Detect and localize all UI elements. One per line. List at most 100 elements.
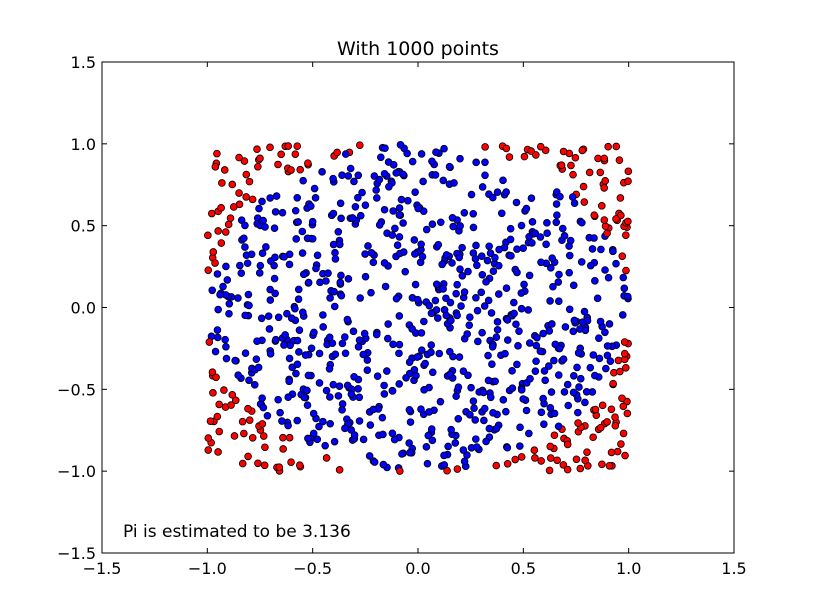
inside-point — [241, 311, 250, 320]
inside-point — [231, 356, 239, 365]
pi-estimate-annotation: Pi is estimated to be 3.136 — [123, 522, 351, 542]
inside-point — [293, 416, 302, 425]
inside-point — [519, 395, 528, 403]
outside-point — [621, 451, 629, 460]
inside-point — [395, 312, 404, 320]
y-tick-label: −1.0 — [57, 462, 96, 481]
inside-point — [540, 367, 549, 375]
outside-point — [208, 368, 217, 376]
inside-point — [467, 383, 475, 392]
inside-point — [285, 354, 294, 363]
inside-point — [309, 429, 318, 438]
outside-point — [279, 433, 287, 442]
inside-point — [375, 221, 384, 229]
inside-point — [590, 234, 598, 242]
inside-point — [265, 325, 274, 333]
outside-point — [600, 216, 609, 224]
inside-point — [411, 188, 419, 196]
inside-point — [363, 356, 372, 364]
inside-point — [299, 176, 307, 185]
outside-point — [258, 420, 267, 428]
inside-point — [337, 271, 345, 280]
outside-point — [204, 434, 213, 442]
inside-point — [221, 335, 229, 344]
inside-point — [322, 386, 331, 395]
inside-point — [524, 306, 533, 314]
inside-point — [346, 164, 355, 173]
inside-point — [244, 290, 253, 299]
inside-point — [550, 409, 559, 418]
inside-point — [466, 313, 474, 321]
outside-point — [591, 405, 600, 414]
inside-point — [456, 154, 464, 163]
inside-point — [356, 211, 365, 220]
inside-point — [361, 272, 370, 281]
inside-point — [453, 280, 461, 289]
inside-point — [427, 425, 436, 433]
inside-point — [405, 406, 414, 414]
outside-point — [214, 227, 222, 235]
inside-point — [360, 329, 369, 338]
inside-point — [591, 277, 599, 285]
inside-point — [341, 424, 349, 433]
inside-point — [483, 256, 492, 265]
inside-point — [420, 317, 428, 326]
inside-point — [570, 199, 579, 207]
outside-point — [204, 266, 213, 274]
inside-point — [311, 194, 320, 202]
inside-point — [222, 262, 230, 271]
inside-point — [255, 204, 263, 213]
inside-point — [493, 325, 502, 334]
inside-point — [325, 333, 334, 342]
outside-point — [218, 179, 226, 187]
inside-point — [372, 330, 381, 339]
inside-point — [542, 240, 550, 249]
inside-point — [512, 320, 520, 329]
outside-point — [244, 452, 252, 461]
inside-point — [440, 461, 449, 469]
inside-point — [335, 382, 344, 390]
outside-point — [238, 459, 247, 468]
inside-point — [454, 414, 463, 423]
inside-point — [292, 369, 300, 378]
outside-point — [204, 446, 213, 454]
inside-point — [543, 219, 551, 227]
inside-point — [422, 225, 431, 234]
inside-point — [304, 371, 313, 380]
inside-point — [464, 371, 472, 380]
inside-point — [383, 367, 391, 375]
inside-point — [343, 315, 352, 324]
inside-point — [389, 207, 397, 215]
inside-point — [565, 251, 574, 260]
inside-point — [312, 264, 320, 273]
inside-point — [216, 290, 224, 299]
outside-point — [531, 454, 539, 462]
x-tick-label: 1.5 — [721, 559, 746, 578]
inside-point — [285, 260, 294, 269]
outside-point — [335, 466, 344, 474]
inside-point — [384, 320, 392, 328]
inside-point — [380, 259, 389, 267]
inside-point — [460, 457, 469, 466]
inside-point — [531, 367, 540, 375]
inside-point — [326, 419, 334, 428]
inside-point — [380, 169, 389, 178]
inside-point — [510, 298, 518, 307]
outside-point — [603, 229, 611, 238]
x-tick-label: −1.5 — [83, 559, 122, 578]
inside-point — [370, 458, 379, 466]
outside-point — [235, 153, 243, 162]
inside-point — [258, 197, 266, 206]
inside-point — [550, 356, 558, 365]
inside-point — [578, 318, 587, 327]
inside-point — [554, 371, 563, 379]
inside-point — [417, 150, 426, 158]
inside-point — [376, 153, 385, 162]
inside-point — [274, 395, 282, 404]
inside-point — [308, 217, 317, 226]
y-tick-label: −1.5 — [57, 544, 96, 563]
outside-point — [221, 228, 230, 236]
outside-point — [204, 231, 212, 240]
inside-point — [569, 371, 578, 380]
outside-point — [614, 356, 623, 365]
